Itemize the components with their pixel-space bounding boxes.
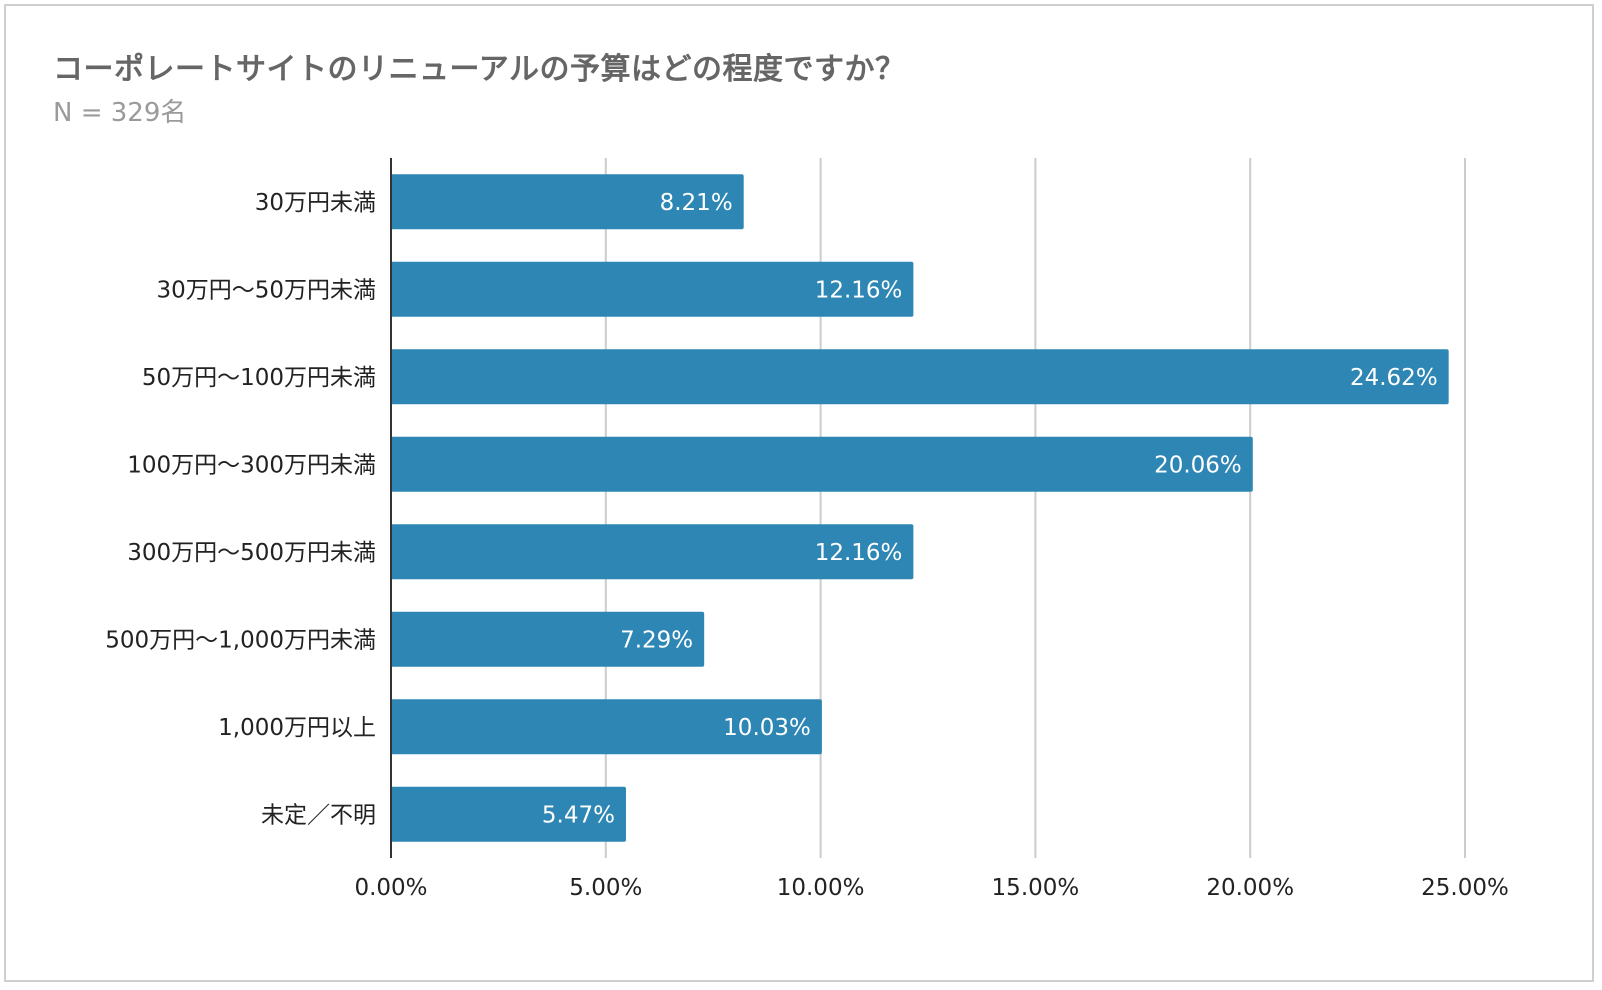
data-label: 7.29%	[620, 627, 693, 653]
category-label: 300万円〜500万円未満	[127, 540, 376, 566]
bar	[391, 611, 705, 667]
category-label: 100万円〜300万円未満	[127, 452, 376, 478]
x-tick-label: 20.00%	[1206, 875, 1294, 901]
category-label: 30万円未満	[255, 190, 376, 216]
chart-title: コーポレートサイトのリニューアルの予算はどの程度ですか？	[53, 52, 906, 87]
data-label: 12.16%	[815, 540, 903, 566]
x-tick-label: 15.00%	[992, 875, 1080, 901]
chart-frame	[4, 4, 1594, 982]
x-tick-label: 10.00%	[777, 875, 865, 901]
chart-subtitle: N = 329名	[53, 98, 187, 128]
bar	[391, 699, 822, 755]
category-label: 50万円〜100万円未満	[142, 365, 376, 391]
bar	[391, 174, 744, 230]
data-label: 24.62%	[1350, 365, 1438, 391]
data-label: 10.03%	[723, 715, 811, 741]
x-tick-label: 25.00%	[1421, 875, 1509, 901]
data-label: 8.21%	[660, 190, 733, 216]
category-label: 1,000万円以上	[218, 715, 376, 741]
x-tick-label: 5.00%	[569, 875, 642, 901]
bar	[391, 786, 626, 842]
bar	[391, 349, 1449, 405]
bar	[391, 524, 914, 580]
data-label: 20.06%	[1154, 452, 1242, 478]
category-label: 30万円〜50万円未満	[156, 277, 376, 303]
data-label: 12.16%	[815, 277, 903, 303]
bar	[391, 436, 1253, 492]
category-label: 未定／不明	[261, 802, 376, 828]
category-label: 500万円〜1,000万円未満	[105, 627, 376, 653]
bar	[391, 261, 914, 317]
x-tick-label: 0.00%	[354, 875, 427, 901]
data-label: 5.47%	[542, 802, 615, 828]
